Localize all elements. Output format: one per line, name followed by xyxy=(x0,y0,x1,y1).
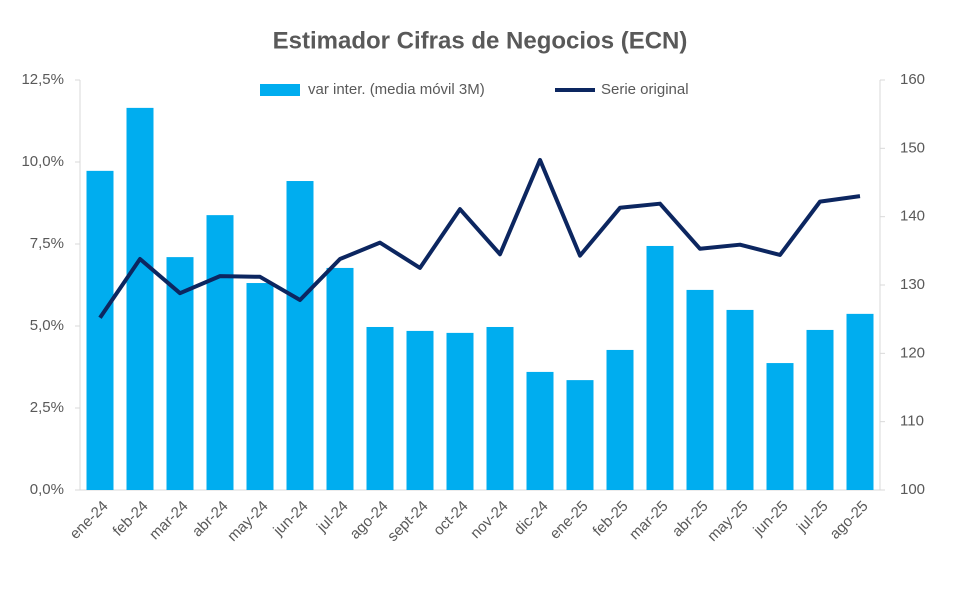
y-tick-label: 7,5% xyxy=(30,235,64,252)
bar xyxy=(366,326,394,490)
y-tick-label: 12,5% xyxy=(21,71,64,88)
y2-tick-label: 100 xyxy=(900,481,925,498)
bar xyxy=(286,181,314,491)
x-tick-label: jun-25 xyxy=(749,498,791,540)
bar xyxy=(166,257,194,490)
x-tick-label: may-25 xyxy=(704,498,751,545)
x-tick-label: ene-25 xyxy=(547,498,592,543)
x-tick-label: feb-25 xyxy=(590,498,632,540)
bar xyxy=(246,283,274,490)
legend-label: var inter. (media móvil 3M) xyxy=(308,81,485,98)
bar xyxy=(526,371,554,490)
y2-tick-label: 150 xyxy=(900,139,925,156)
bar xyxy=(446,332,474,490)
bar xyxy=(726,309,754,490)
x-tick-label: jun-24 xyxy=(269,498,311,540)
bar xyxy=(846,313,874,490)
y2-tick-label: 160 xyxy=(900,71,925,88)
x-tick-label: ago-25 xyxy=(827,498,872,543)
bar xyxy=(766,363,794,490)
legend-label: Serie original xyxy=(601,81,689,98)
x-tick-label: oct-24 xyxy=(430,498,472,540)
bar xyxy=(806,329,834,490)
line xyxy=(98,157,861,319)
y-tick-label: 5,0% xyxy=(30,317,64,334)
x-tick-label: may-24 xyxy=(224,498,271,545)
x-tick-label: mar-24 xyxy=(146,498,192,544)
y-tick-label: 0,0% xyxy=(30,481,64,498)
chart-title: Estimador Cifras de Negocios (ECN) xyxy=(273,27,688,54)
bar xyxy=(126,107,154,490)
bar xyxy=(606,349,634,490)
x-tick-label: mar-25 xyxy=(626,498,672,544)
x-tick-label: ene-24 xyxy=(67,498,112,543)
y2-tick-label: 120 xyxy=(900,344,925,361)
bar xyxy=(486,326,514,490)
bar xyxy=(326,267,354,490)
y-tick-label: 10,0% xyxy=(21,153,64,170)
bar xyxy=(206,215,234,491)
y2-tick-label: 110 xyxy=(900,413,924,430)
bar xyxy=(646,245,674,490)
bar xyxy=(566,380,594,490)
bar xyxy=(86,170,114,490)
bar xyxy=(686,289,714,490)
x-tick-label: dic-24 xyxy=(511,498,552,539)
x-tick-label: nov-24 xyxy=(467,498,511,542)
x-tick-label: ago-24 xyxy=(347,498,392,543)
y2-tick-label: 140 xyxy=(900,208,925,225)
y-tick-label: 2,5% xyxy=(30,399,64,416)
legend-swatch xyxy=(260,84,300,96)
x-tick-label: sept-24 xyxy=(384,498,431,545)
bar xyxy=(406,330,434,490)
y2-tick-label: 130 xyxy=(900,276,925,293)
x-tick-label: feb-24 xyxy=(110,498,152,540)
